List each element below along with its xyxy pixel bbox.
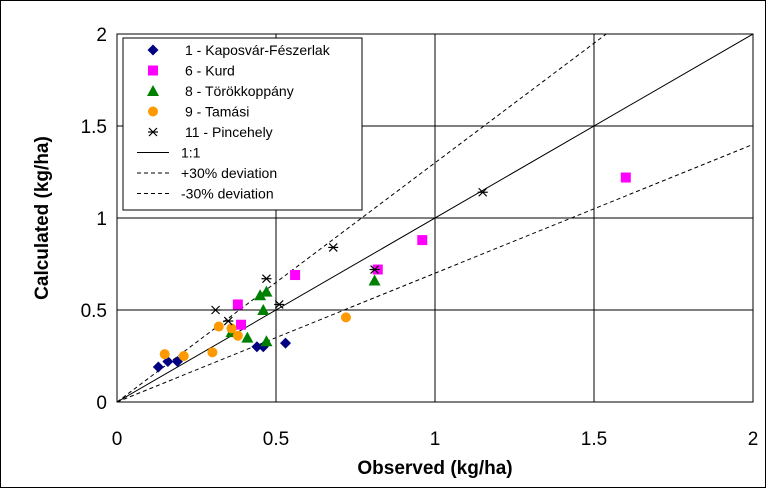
- reference-line: [117, 34, 753, 402]
- asterisk-stroke: [328, 243, 338, 252]
- data-point-series-1: [152, 361, 164, 373]
- data-point-series-5: [210, 305, 221, 315]
- data-point-series-5: [223, 316, 234, 326]
- y-tick-labels: 0 0.5 1 1.5 2: [81, 25, 107, 414]
- asterisk-stroke: [148, 127, 158, 137]
- data-point-series-5: [477, 187, 488, 197]
- x-tick-label: 1.5: [581, 429, 607, 450]
- data-point-series-2: [417, 235, 428, 246]
- asterisk-stroke: [478, 187, 488, 197]
- data-point-series-4: [207, 347, 218, 358]
- legend-label: 1:1: [181, 145, 201, 161]
- data-point-series-5: [369, 265, 380, 274]
- data-point-series-2: [236, 319, 247, 330]
- data-point-series-1: [280, 337, 292, 349]
- legend-label: -30% deviation: [181, 186, 274, 202]
- data-point-series-3: [260, 285, 273, 297]
- reference-line: [117, 143, 753, 402]
- reference-lines: [117, 34, 753, 402]
- x-axis-title: Observed (kg/ha): [357, 458, 512, 479]
- data-point-series-1: [251, 341, 263, 353]
- asterisk-stroke: [223, 316, 233, 326]
- data-point-series-4: [340, 312, 351, 323]
- x-tick-label: 2: [748, 429, 759, 450]
- legend-label: +30% deviation: [181, 165, 277, 181]
- legend-label: 9 - Tamási: [185, 104, 249, 120]
- legend-marker: [148, 65, 158, 76]
- y-tick-label: 1.5: [81, 117, 107, 138]
- x-tick-labels: 0 0.5 1 1.5 2: [112, 429, 759, 450]
- asterisk-stroke: [211, 305, 221, 315]
- asterisk-stroke: [262, 274, 271, 284]
- y-tick-label: 2: [96, 25, 107, 46]
- data-point-series-3: [257, 304, 270, 315]
- data-point-series-4: [159, 349, 170, 360]
- data-point-series-2: [620, 172, 631, 183]
- legend-label: 1 - Kaposvár-Fészerlak: [185, 42, 331, 58]
- y-tick-label: 0.5: [81, 301, 107, 322]
- data-point-series-3: [260, 335, 273, 347]
- data-point-series-4: [232, 330, 243, 341]
- data-points: [152, 172, 631, 373]
- data-point-series-3: [254, 289, 267, 301]
- legend-marker: [147, 85, 159, 96]
- asterisk-stroke: [370, 265, 380, 274]
- x-tick-label: 0: [112, 429, 123, 450]
- data-point-series-3: [368, 274, 381, 286]
- data-point-series-4: [226, 323, 237, 334]
- y-tick-label: 0: [96, 393, 107, 414]
- y-axis-title: Calculated (kg/ha): [32, 136, 53, 300]
- data-point-series-3: [241, 331, 254, 343]
- x-tick-label: 0.5: [263, 429, 289, 450]
- x-tick-label: 1: [430, 429, 441, 450]
- legend: 1 - Kaposvár-Fészerlak 6 - Kurd 8 - Törökk…: [122, 37, 363, 211]
- legend-marker: [148, 127, 158, 137]
- data-point-series-2: [232, 299, 243, 310]
- legend-marker: [148, 106, 158, 117]
- data-point-series-4: [213, 321, 224, 332]
- legend-label: 8 - Törökkoppány: [185, 83, 294, 99]
- legend-marker: [147, 44, 159, 56]
- legend-label: 11 - Pincehely: [185, 124, 273, 140]
- data-point-series-2: [290, 270, 301, 281]
- data-point-series-5: [328, 243, 339, 252]
- asterisk-stroke: [274, 300, 284, 309]
- data-point-series-5: [274, 300, 285, 309]
- y-tick-label: 1: [96, 209, 107, 230]
- data-point-series-5: [261, 274, 272, 284]
- plot-area: [116, 33, 754, 403]
- legend-label: 6 - Kurd: [185, 63, 235, 79]
- data-point-series-4: [178, 351, 189, 361]
- legend-box: [122, 37, 363, 211]
